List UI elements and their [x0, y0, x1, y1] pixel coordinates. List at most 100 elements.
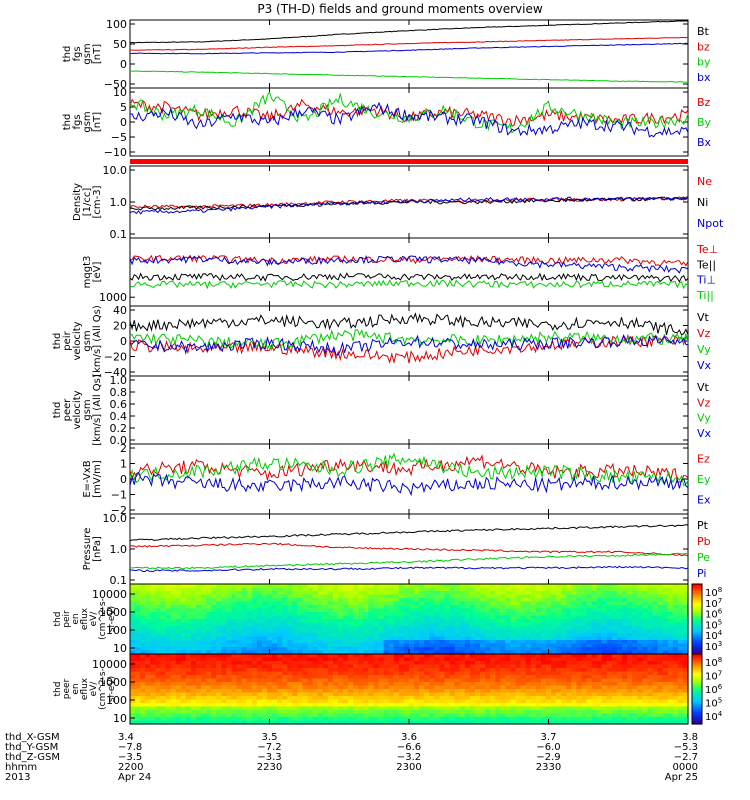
spectrogram-cell [611, 633, 618, 638]
colorbar-cell [692, 671, 702, 674]
spectrogram-cell [155, 591, 162, 596]
spectrogram-cell [226, 685, 233, 690]
spectrogram-cell [682, 664, 689, 669]
spectrogram-cell [515, 678, 522, 683]
spectrogram-cell [616, 696, 623, 701]
spectrogram-cell [596, 657, 603, 662]
spectrogram-cell [490, 591, 496, 596]
spectrogram-cell [545, 619, 552, 624]
spectrogram-cell [657, 689, 664, 694]
spectrogram-cell [297, 675, 304, 680]
spectrogram-cell [586, 584, 593, 589]
spectrogram-cell [145, 720, 151, 725]
spectrogram-cell [261, 717, 268, 722]
spectrogram-cell [297, 640, 304, 645]
spectrogram-cell [632, 622, 638, 627]
spectrogram-cell [343, 710, 349, 715]
spectrogram-cell [236, 654, 243, 659]
colorbar-tick-label: 106 [705, 683, 723, 696]
spectrogram-cell [581, 584, 588, 589]
spectrogram-cell [282, 605, 288, 610]
spectrogram-cell [312, 633, 319, 638]
y-axis-label: thd peir en eflux eV/(cm^2-s-sr-eV) [53, 598, 117, 640]
spectrogram-cell [312, 675, 319, 680]
spectrogram-cell [444, 647, 451, 652]
spectrogram-cell [348, 626, 354, 631]
spectrogram-cell [566, 626, 572, 631]
spectrogram-cell [551, 699, 557, 704]
spectrogram-cell [170, 675, 177, 680]
spectrogram-cell [378, 678, 385, 683]
spectrogram-cell [368, 612, 375, 617]
spectrogram-cell [439, 682, 446, 687]
spectrogram-cell [236, 626, 243, 631]
spectrogram-cell [383, 689, 390, 694]
spectrogram-cell [190, 678, 197, 683]
spectrogram-cell [434, 633, 441, 638]
spectrogram-cell [383, 717, 390, 722]
spectrogram-cell [378, 650, 385, 655]
spectrogram-cell [226, 640, 233, 645]
spectrogram-cell [576, 657, 583, 662]
spectrogram-cell [155, 629, 162, 634]
spectrogram-cell [272, 668, 278, 673]
y-tick-label: 1 [120, 458, 127, 471]
spectrogram-cell [657, 612, 664, 617]
spectrogram-cell [343, 717, 349, 722]
spectrogram-cell [520, 661, 527, 666]
y-tick-label: 0.1 [110, 228, 128, 241]
spectrogram-cell [627, 598, 633, 603]
spectrogram-cell [216, 629, 222, 634]
spectrogram-cell [358, 647, 364, 652]
spectrogram-cell [480, 661, 486, 666]
spectrogram-cell [449, 661, 456, 666]
spectrogram-cell [403, 717, 410, 722]
spectrogram-cell [601, 703, 608, 708]
spectrogram-cell [332, 682, 339, 687]
spectrogram-cell [140, 692, 146, 697]
spectrogram-cell [287, 640, 293, 645]
spectrogram-cell [266, 615, 273, 620]
spectrogram-cell [398, 591, 405, 596]
spectrogram-cell [551, 692, 557, 697]
spectrogram-cell [185, 591, 192, 596]
spectrogram-cell [160, 608, 167, 613]
spectrogram-cell [287, 671, 293, 676]
spectrogram-cell [667, 717, 674, 722]
spectrogram-cell [515, 703, 522, 708]
spectrogram-cell [195, 692, 202, 697]
spectrogram-cell [434, 696, 441, 701]
spectrogram-cell [535, 587, 542, 592]
spectrogram-cell [662, 605, 669, 610]
spectrogram-cell [337, 682, 344, 687]
spectrogram-cell [677, 608, 684, 613]
spectrogram-cell [206, 619, 212, 624]
colorbar-cell [692, 703, 702, 706]
spectrogram-cell [277, 720, 283, 725]
spectrogram-cell [545, 710, 552, 715]
spectrogram-cell [576, 713, 583, 718]
spectrogram-cell [419, 601, 425, 606]
spectrogram-cell [459, 629, 466, 634]
spectrogram-cell [236, 594, 243, 599]
spectrogram-cell [556, 650, 562, 655]
spectrogram-cell [677, 598, 684, 603]
spectrogram-cell [409, 671, 415, 676]
spectrogram-cell [206, 696, 212, 701]
spectrogram-cell [637, 629, 643, 634]
spectrogram-cell [236, 622, 243, 627]
spectrogram-cell [586, 629, 593, 634]
spectrogram-cell [190, 713, 197, 718]
spectrogram-cell [251, 710, 258, 715]
spectrogram-cell [409, 668, 415, 673]
spectrogram-cell [571, 657, 577, 662]
spectrogram-cell [586, 654, 593, 659]
spectrogram-cell [682, 605, 689, 610]
spectrogram-cell [282, 657, 288, 662]
spectrogram-cell [551, 626, 557, 631]
spectrogram-cell [480, 664, 486, 669]
spectrogram-cell [175, 703, 182, 708]
spectrogram-cell [348, 612, 354, 617]
spectrogram-cell [140, 699, 146, 704]
spectrogram-cell [201, 703, 207, 708]
